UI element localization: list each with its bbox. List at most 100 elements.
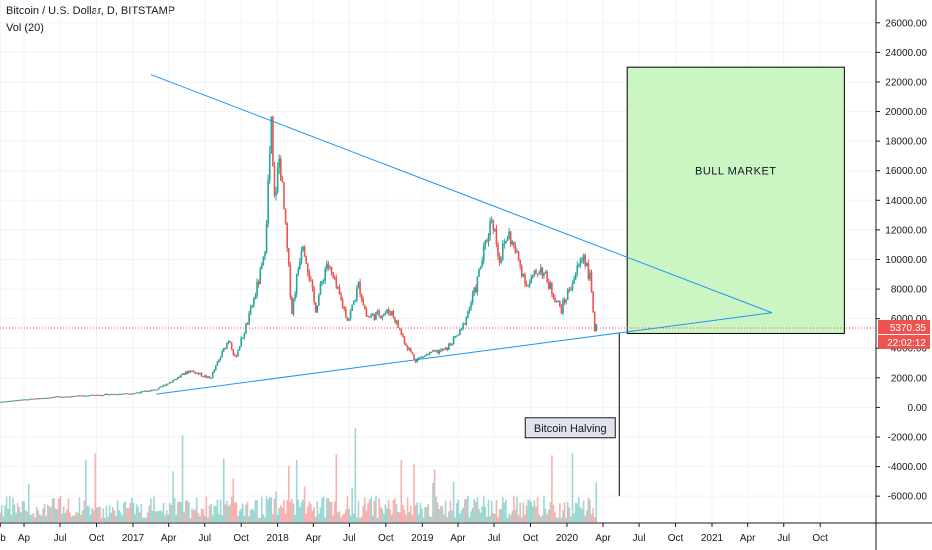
halving-marker[interactable]: Bitcoin Halving [524, 333, 620, 497]
candle-body [505, 240, 507, 244]
volume-bar [111, 507, 114, 522]
candle-body [146, 390, 149, 392]
volume-bar [487, 499, 490, 522]
volume-bar [468, 517, 471, 522]
volume-bar [89, 514, 92, 522]
candle-body [563, 299, 566, 303]
candle-body [221, 351, 223, 357]
volume-bar [213, 505, 216, 522]
volume-bar [367, 503, 369, 522]
trendlines[interactable] [150, 74, 773, 395]
candle-body [338, 286, 341, 295]
volume-bar [473, 499, 476, 522]
candle-body [554, 298, 556, 303]
volume-bar [500, 508, 502, 522]
candle-body [495, 228, 498, 245]
volume-bar [375, 496, 377, 522]
candle-body [165, 383, 168, 386]
volume-bar [129, 502, 132, 522]
y-tick-label: 22000.00 [885, 77, 927, 88]
candle-body [119, 393, 122, 395]
volume-bar [475, 501, 477, 522]
volume-bar [178, 501, 181, 522]
volume-bar [51, 498, 54, 522]
y-tick-label: 6000.00 [891, 314, 928, 325]
candle-body [494, 228, 496, 230]
volume-bar [105, 505, 108, 522]
candle-body [194, 371, 197, 374]
candle-body [360, 294, 363, 300]
candle-body [183, 373, 185, 375]
candle-body [16, 400, 19, 402]
candle-body [530, 277, 533, 283]
candle-body [200, 372, 203, 377]
volume-bar [2, 516, 5, 522]
volume-bar [124, 501, 127, 522]
volume-bar [238, 510, 241, 522]
volume-bar [48, 506, 51, 522]
volume-bar [77, 512, 79, 522]
candle-body [513, 241, 515, 246]
candle-body [413, 354, 415, 359]
candle-body [173, 379, 176, 381]
volume-bar [12, 497, 14, 522]
bull-market-box[interactable]: BULL MARKET [626, 66, 845, 334]
volume-bar [180, 502, 182, 522]
volume-bar [352, 513, 355, 522]
candle-body [85, 395, 87, 397]
candle-body [349, 310, 352, 319]
volume-bar [75, 511, 78, 522]
volume-bar [235, 502, 238, 522]
candle-body [123, 393, 125, 395]
volume-bar [547, 509, 550, 522]
volume-bar [413, 464, 415, 522]
candle-body [324, 269, 327, 281]
candle-body [400, 329, 403, 335]
candle-body [459, 329, 461, 335]
candle-body [37, 398, 40, 400]
candle-body [519, 260, 521, 267]
volume-bar [381, 508, 384, 522]
volume-bar [43, 503, 46, 522]
volume-bar [131, 497, 133, 522]
volume-bar [471, 507, 474, 522]
volume-bar [127, 508, 130, 522]
candle-body [397, 320, 399, 328]
volume-bar [119, 512, 122, 522]
candle-body [520, 266, 523, 277]
volume-bar [378, 498, 380, 522]
volume-bar [162, 502, 165, 522]
candle-body [67, 396, 70, 398]
volume-bar [18, 507, 21, 522]
candle-body [259, 268, 262, 285]
candle-body [421, 356, 423, 358]
candle-body [35, 398, 38, 400]
candle-body [467, 310, 469, 318]
candle-body [134, 392, 136, 394]
y-tick-label: 12000.00 [885, 225, 927, 236]
candle-body [126, 393, 128, 395]
volume-bar [197, 513, 200, 522]
volume-bar [421, 508, 423, 522]
volume-bar [525, 505, 528, 522]
candle-body [408, 348, 411, 350]
candle-body [13, 400, 16, 402]
volume-bar [278, 507, 281, 522]
volume-bar [310, 503, 312, 522]
volume-bar [138, 512, 141, 522]
volume-bar [419, 502, 422, 522]
volume-bar [492, 512, 495, 522]
candle-body [91, 394, 93, 396]
volume-bar [454, 517, 456, 522]
candle-body [463, 323, 466, 325]
candle-body [243, 333, 246, 338]
candle-body [343, 307, 346, 309]
candle-body [416, 359, 418, 363]
x-tick-label: Oct [668, 533, 684, 544]
candle-body [330, 266, 333, 273]
volume-bar [570, 516, 572, 522]
volume-bar [234, 502, 236, 522]
candle-body [107, 393, 109, 396]
candle-body [579, 259, 582, 265]
